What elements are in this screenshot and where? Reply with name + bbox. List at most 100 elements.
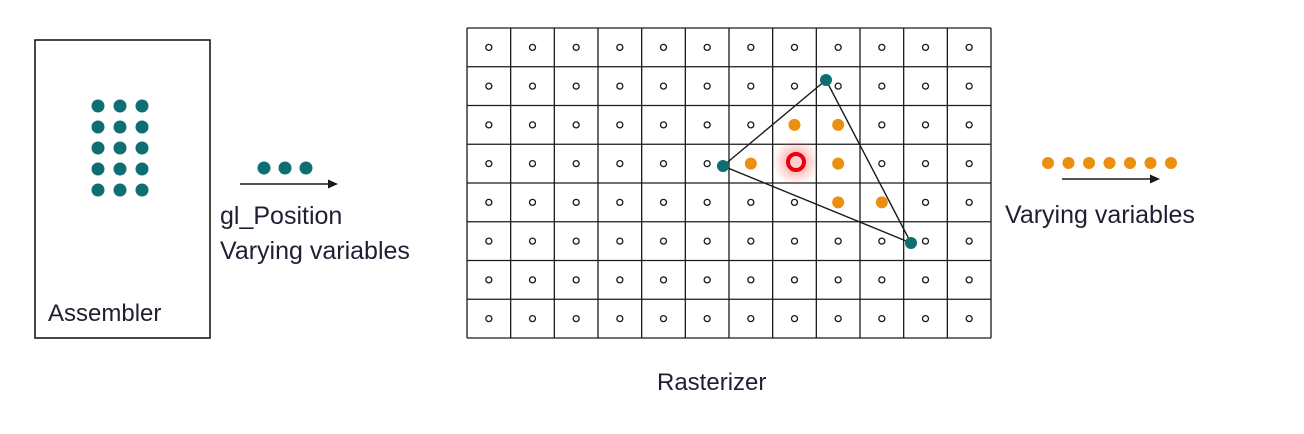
sample-point	[921, 198, 930, 207]
sample-point	[965, 276, 973, 284]
vertex-dot	[91, 162, 105, 176]
fragment-dot	[744, 157, 757, 170]
sample-point	[528, 159, 537, 168]
fragment-dot	[788, 118, 801, 131]
assembler-box	[34, 39, 211, 339]
fragment-dot	[1042, 157, 1054, 169]
vertex-dot	[299, 161, 313, 175]
sample-point	[834, 237, 842, 245]
sample-point	[572, 121, 580, 129]
sample-point	[616, 82, 624, 90]
gl-position-label: gl_Position	[220, 202, 343, 230]
sample-point	[703, 198, 711, 207]
vertex-dot	[91, 99, 105, 113]
vertex-dot	[278, 161, 292, 175]
sample-point	[747, 314, 755, 323]
sample-point	[921, 314, 930, 323]
sample-point	[878, 159, 886, 168]
sample-point	[572, 237, 580, 245]
vertex-dot	[91, 183, 105, 197]
assembler-vertex-dots	[91, 99, 149, 197]
sample-point	[572, 314, 580, 323]
sample-point	[659, 159, 668, 168]
sample-point	[703, 276, 711, 284]
sample-point	[834, 314, 842, 323]
sample-point	[878, 121, 886, 129]
assembler-label: Assembler	[48, 300, 162, 327]
sample-point	[485, 159, 493, 168]
vertex-dot	[257, 161, 271, 175]
output-fragment-dots	[1042, 157, 1177, 169]
sample-point	[834, 82, 842, 90]
fragment-dot	[1165, 157, 1177, 169]
sample-point	[790, 314, 799, 323]
sample-point	[747, 276, 755, 284]
fragment-dot	[1144, 157, 1157, 169]
sample-point	[616, 276, 624, 284]
sample-point	[572, 276, 580, 284]
fragment-dot	[875, 196, 888, 209]
sample-point	[528, 198, 537, 207]
sample-point	[703, 121, 711, 129]
sample-point	[747, 121, 755, 129]
triangle-primitive	[721, 78, 913, 245]
output-arrow	[1042, 157, 1177, 184]
fragment-dot	[832, 118, 845, 131]
vertex-dot	[113, 162, 127, 176]
sample-point	[878, 314, 886, 323]
vertex-dot	[135, 120, 149, 134]
input-varying-label: Varying variables	[220, 237, 410, 265]
sample-point	[878, 43, 886, 52]
vertex-dot	[91, 141, 105, 155]
sample-point	[965, 198, 973, 207]
fragment-dot	[832, 157, 845, 170]
sample-point	[921, 159, 930, 168]
sample-point	[747, 237, 755, 245]
sample-point	[528, 43, 537, 52]
sample-point	[747, 43, 755, 52]
fragment-dot	[1103, 157, 1116, 169]
triangle-vertices	[717, 74, 917, 249]
sample-point	[834, 43, 842, 52]
triangle-vertex-dot	[717, 160, 729, 172]
vertex-dot	[113, 141, 127, 155]
vertex-dot	[113, 183, 127, 197]
sample-point	[659, 82, 668, 90]
vertex-dot	[91, 120, 105, 134]
sample-point	[878, 237, 886, 245]
sample-point	[921, 82, 930, 90]
sample-point	[703, 43, 711, 52]
vertex-dot	[135, 99, 149, 113]
sample-point	[921, 121, 930, 129]
sample-point	[790, 43, 799, 52]
sample-point	[965, 82, 973, 90]
sample-point	[834, 276, 842, 284]
sample-point	[659, 198, 668, 207]
sample-point	[616, 198, 624, 207]
sample-point	[659, 43, 668, 52]
input-arrow	[240, 161, 338, 189]
sample-point	[703, 237, 711, 245]
sample-point	[485, 121, 493, 129]
input-vertex-dots	[257, 161, 313, 175]
vertex-dot	[113, 99, 127, 113]
sample-point	[485, 237, 493, 245]
sample-point	[921, 43, 930, 52]
triangle-vertex-dot	[905, 237, 917, 249]
sample-point	[528, 237, 537, 245]
sample-point	[616, 121, 624, 129]
sample-point	[965, 121, 973, 129]
fragment-dot	[1062, 157, 1075, 169]
triangle-vertex-dot	[820, 74, 832, 86]
sample-point	[659, 121, 668, 129]
fragment-dots	[744, 118, 888, 209]
sample-point	[790, 276, 799, 284]
vertex-dot	[135, 141, 149, 155]
sample-point	[528, 314, 537, 323]
sample-point	[572, 82, 580, 90]
sample-point	[528, 82, 537, 90]
sample-point	[572, 159, 580, 168]
sample-point	[659, 276, 668, 284]
sample-point	[878, 82, 886, 90]
fragment-dot	[1083, 157, 1095, 169]
